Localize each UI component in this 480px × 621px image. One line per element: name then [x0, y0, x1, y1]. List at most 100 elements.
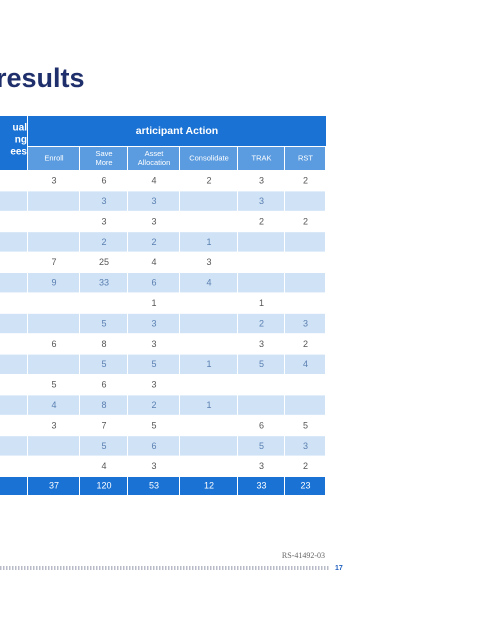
table-cell: [128, 252, 179, 272]
table-cell: [285, 232, 325, 252]
cell-value: 6: [51, 339, 56, 349]
table-cell: [180, 171, 237, 191]
table-cell: [80, 415, 127, 436]
table-cell: [238, 293, 284, 313]
cell-value: 5: [151, 359, 156, 369]
column-header: Allocation: [138, 158, 171, 167]
table-cell: [128, 334, 179, 354]
total-cell: [80, 477, 127, 495]
table-cell: [80, 375, 127, 395]
row-bg: [0, 252, 27, 272]
table-cell: [238, 313, 284, 334]
cell-value: 4: [206, 278, 211, 288]
row-bg: [0, 375, 27, 395]
column-header-cell: [180, 147, 237, 170]
table-cell: [238, 456, 284, 476]
row-bg: [0, 354, 27, 374]
table-cell: [28, 375, 79, 395]
cell-value: 3: [303, 318, 308, 328]
total-value: 37: [49, 480, 59, 490]
table-cell: [285, 171, 325, 191]
footer-code: RS-41492-03: [282, 551, 325, 560]
cell-value: 7: [101, 420, 106, 430]
cell-value: 9: [51, 278, 56, 288]
total-cell: [128, 477, 179, 495]
table-cell: [28, 415, 79, 436]
cell-value: 3: [259, 461, 264, 471]
cell-value: 1: [151, 298, 156, 308]
table-cell: [180, 395, 237, 415]
table-cell: [28, 395, 79, 415]
cell-value: 2: [206, 176, 211, 186]
table-cell: [128, 436, 179, 456]
table-cell: [128, 375, 179, 395]
cell-value: 2: [303, 216, 308, 226]
table-cell: [80, 334, 127, 354]
row-bg: [0, 456, 27, 476]
total-bg: [0, 477, 27, 495]
total-value: 120: [96, 480, 111, 490]
cell-value: 3: [151, 216, 156, 226]
cell-value: 5: [151, 420, 156, 430]
total-value: 53: [149, 480, 159, 490]
cell-value: 25: [99, 257, 109, 267]
table-cell: [180, 354, 237, 374]
cell-value: 3: [101, 196, 106, 206]
cell-value: 4: [101, 461, 106, 471]
table-cell: [238, 375, 284, 395]
table-cell: [80, 313, 127, 334]
cell-value: 6: [259, 420, 264, 430]
row-bg: [0, 191, 27, 211]
table-cell: [238, 334, 284, 354]
page-number: 17: [335, 565, 343, 572]
cell-value: 2: [101, 237, 106, 247]
table-cell: [285, 334, 325, 354]
cell-value: 1: [206, 237, 211, 247]
cell-value: 6: [101, 380, 106, 390]
slide-title: results: [0, 63, 85, 93]
table-cell: [28, 293, 79, 313]
cell-value: 3: [259, 196, 264, 206]
column-header-cell: [128, 147, 179, 170]
table-cell: [238, 211, 284, 232]
cell-value: 5: [101, 441, 106, 451]
table-cell: [128, 211, 179, 232]
cell-value: 5: [101, 318, 106, 328]
header-text: ng: [15, 135, 27, 146]
row-bg: [0, 395, 27, 415]
header-text: ual: [13, 123, 28, 134]
table-cell: [28, 334, 79, 354]
row-bg: [0, 273, 27, 293]
table-cell: [285, 211, 325, 232]
total-cell: [285, 477, 325, 495]
table-cell: [80, 211, 127, 232]
column-header: More: [95, 158, 112, 167]
table-cell: [128, 354, 179, 374]
table-cell: [238, 252, 284, 272]
table-cell: [128, 191, 179, 211]
table-cell: [238, 415, 284, 436]
table-cell: [285, 436, 325, 456]
cell-value: 6: [151, 278, 156, 288]
cell-value: 3: [101, 216, 106, 226]
table-cell: [180, 232, 237, 252]
cell-value: 33: [99, 278, 109, 288]
cell-value: 4: [151, 257, 156, 267]
cell-value: 2: [151, 400, 156, 410]
column-header-cell: [285, 147, 325, 170]
table-cell: [285, 191, 325, 211]
row-bg: [0, 436, 27, 456]
row-bg: [0, 171, 27, 191]
table-cell: [238, 436, 284, 456]
column-header-cell: [238, 147, 284, 170]
table-cell: [238, 354, 284, 374]
table-cell: [80, 273, 127, 293]
table-cell: [28, 252, 79, 272]
cell-value: 5: [51, 380, 56, 390]
cell-value: 6: [101, 176, 106, 186]
table-cell: [285, 375, 325, 395]
column-header-cell: [80, 147, 127, 170]
group-header: articipant Action: [136, 125, 218, 137]
table-cell: [238, 171, 284, 191]
